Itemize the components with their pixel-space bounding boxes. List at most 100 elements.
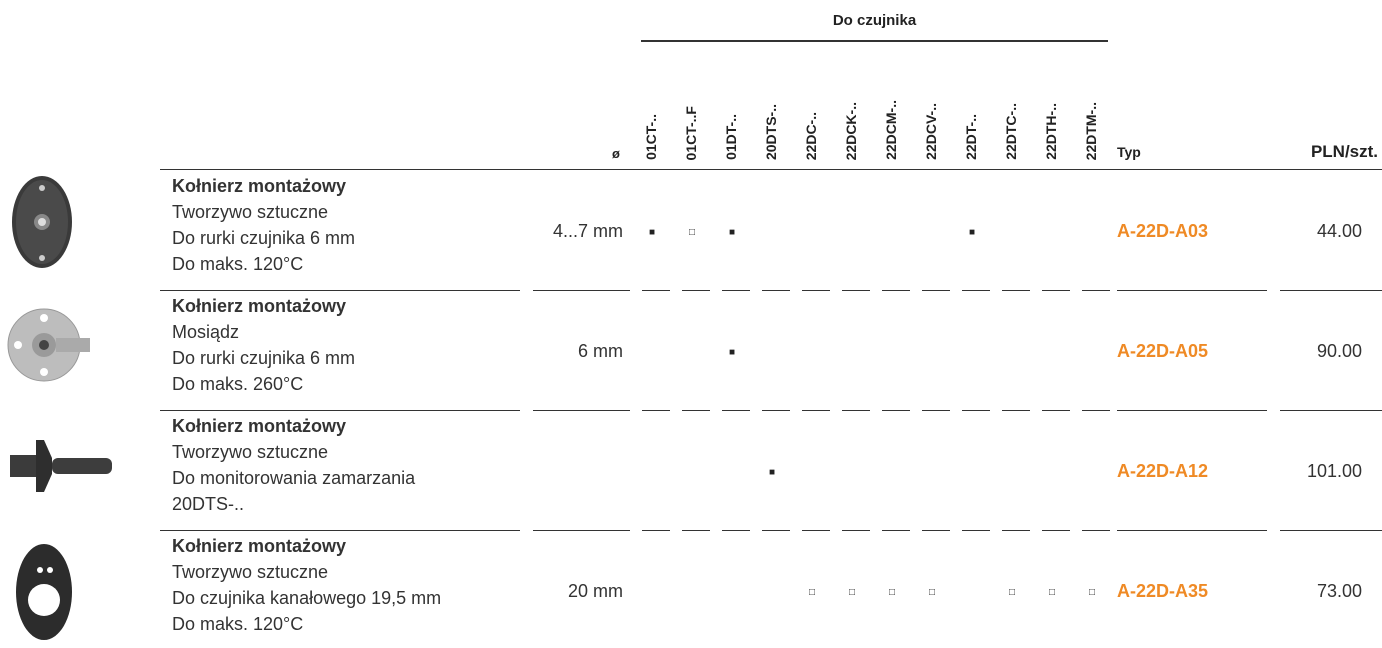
group-title: Do czujnika: [832, 12, 917, 29]
sensor-header: 22DTH-..: [1043, 103, 1059, 160]
type-code: A-22D-A12: [1117, 461, 1209, 481]
row-rule: [922, 290, 950, 291]
compat-mark: □: [688, 227, 696, 238]
row-rule: [160, 530, 520, 531]
row-rule: [922, 530, 950, 531]
product-title: Kołnierz montażowy: [172, 176, 347, 196]
row-rule: [722, 530, 750, 531]
sensor-header: 01DT-..: [723, 114, 739, 160]
row-rule: [1117, 290, 1267, 291]
compat-mark: □: [888, 587, 896, 598]
row-rule: [533, 290, 630, 291]
product-line: Do maks. 120°C: [172, 614, 304, 634]
row-rule: [882, 530, 910, 531]
product-title: Kołnierz montażowy: [172, 536, 347, 556]
product-title: Kołnierz montażowy: [172, 416, 347, 436]
flange-image-3: [10, 440, 112, 492]
product-line: Do maks. 260°C: [172, 374, 304, 394]
sensor-header: 22DCV-..: [923, 103, 939, 160]
product-title: Kołnierz montażowy: [172, 296, 347, 316]
diameter: 20 mm: [567, 581, 623, 601]
row-rule: [882, 410, 910, 411]
sensor-header: 22DCM-..: [883, 100, 899, 160]
product-line: Do rurki czujnika 6 mm: [172, 228, 356, 248]
row-rule: [962, 410, 990, 411]
row-rule: [802, 530, 830, 531]
product-line: Mosiądz: [172, 322, 240, 342]
type-code: A-22D-A03: [1117, 221, 1209, 241]
row-rule: [762, 290, 790, 291]
row-rule: [682, 410, 710, 411]
row-rule: [533, 410, 630, 411]
row-rule: [1082, 530, 1110, 531]
row-rule: [1002, 290, 1030, 291]
row-rule: [922, 410, 950, 411]
row-rule: [160, 290, 520, 291]
product-line: Tworzywo sztuczne: [172, 442, 329, 462]
row-rule: [842, 530, 870, 531]
product-line: Do maks. 120°C: [172, 254, 304, 274]
row-rule: [642, 290, 670, 291]
sensor-header: 22DTC-..: [1003, 103, 1019, 160]
row-rule: [1082, 410, 1110, 411]
row-rule: [1280, 290, 1382, 291]
row-rule: [842, 290, 870, 291]
product-line: Do czujnika kanałowego 19,5 mm: [172, 588, 442, 608]
row-rule: [882, 290, 910, 291]
flange-image-2: [7, 308, 90, 382]
compat-mark: ■: [648, 227, 656, 238]
row-rule: [1002, 530, 1030, 531]
row-rule: [682, 530, 710, 531]
row-rule: [762, 530, 790, 531]
row-rule: [1002, 410, 1030, 411]
compat-mark: □: [928, 587, 936, 598]
row-rule: [1082, 290, 1110, 291]
compat-mark: □: [1008, 587, 1016, 598]
sensor-header: 22DC-..: [803, 111, 819, 160]
product-line: Do monitorowania zamarzania: [172, 468, 416, 488]
type-code: A-22D-A05: [1117, 341, 1209, 361]
diameter: 4...7 mm: [552, 221, 623, 241]
row-rule: [842, 410, 870, 411]
group-rule: [641, 40, 1108, 42]
price: 73.00: [1316, 581, 1362, 601]
diameter-header: ø: [612, 146, 620, 161]
product-line: Tworzywo sztuczne: [172, 562, 329, 582]
type-header: Typ: [1117, 144, 1141, 160]
sensor-header: 22DTM-..: [1083, 101, 1099, 160]
sensor-header: 01CT-..: [643, 114, 659, 160]
row-rule: [722, 290, 750, 291]
row-rule: [762, 410, 790, 411]
sensor-header: 20DTS-..: [763, 103, 779, 160]
compat-mark: ■: [728, 227, 736, 238]
row-rule: [642, 530, 670, 531]
header-rule: [160, 169, 1382, 170]
price: 101.00: [1306, 461, 1362, 481]
price: 90.00: [1316, 341, 1362, 361]
compat-mark: □: [1048, 587, 1056, 598]
type-code: A-22D-A35: [1117, 581, 1209, 601]
row-rule: [642, 410, 670, 411]
compat-mark: ■: [968, 227, 976, 238]
row-rule: [1042, 410, 1070, 411]
row-rule: [1042, 530, 1070, 531]
compat-mark: ■: [768, 467, 776, 478]
row-rule: [1117, 410, 1267, 411]
row-rule: [160, 410, 520, 411]
row-rule: [722, 410, 750, 411]
row-rule: [962, 290, 990, 291]
price-header: PLN/szt.: [1310, 142, 1378, 161]
sensor-header: 22DT-..: [963, 114, 979, 160]
row-rule: [533, 530, 630, 531]
sensor-header: 22DCK-..: [843, 101, 859, 160]
compat-mark: □: [808, 587, 816, 598]
row-rule: [1117, 530, 1267, 531]
row-rule: [682, 290, 710, 291]
row-rule: [1042, 290, 1070, 291]
product-line: Do rurki czujnika 6 mm: [172, 348, 356, 368]
flange-image-1: [12, 176, 72, 268]
row-rule: [1280, 410, 1382, 411]
row-rule: [802, 290, 830, 291]
row-rule: [802, 410, 830, 411]
